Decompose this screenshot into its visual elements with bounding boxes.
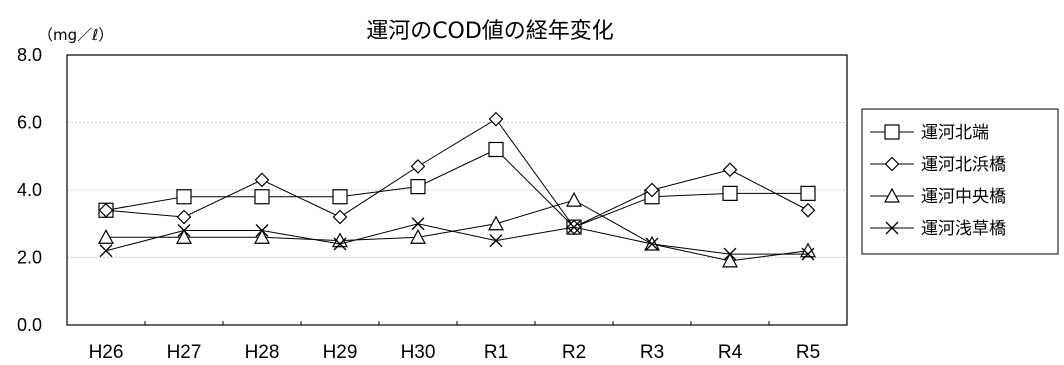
y-tick-label: 6.0	[17, 113, 42, 133]
series-line	[105, 118, 809, 228]
x-tick-label: H29	[323, 342, 358, 363]
data-point	[488, 141, 504, 158]
data-point	[253, 228, 271, 244]
data-point	[177, 224, 191, 237]
data-point	[645, 237, 659, 251]
data-point	[255, 224, 269, 237]
data-point	[332, 189, 348, 205]
y-axis-ticks: 0.0 2.0 4.0 6.0 8.0	[17, 45, 42, 335]
data-point	[99, 244, 113, 258]
legend-item: 運河中央橋	[870, 187, 1006, 207]
x-tick-label: H27	[167, 342, 202, 363]
marker-stroke	[489, 234, 503, 248]
data-point	[411, 217, 425, 231]
series-x	[99, 217, 815, 261]
legend-item: 運河浅草橋	[870, 219, 1006, 239]
data-point	[333, 237, 347, 251]
x-tick-label: R1	[484, 342, 508, 363]
legend-marker	[883, 187, 901, 203]
series-diamond	[98, 111, 816, 235]
data-point	[176, 189, 192, 205]
data-point	[723, 247, 737, 261]
legend-label: 運河北端	[921, 123, 989, 143]
marker-stroke	[99, 244, 113, 258]
data-point	[176, 209, 192, 225]
data-point	[489, 234, 503, 248]
data-point	[565, 191, 583, 207]
series-square	[98, 141, 816, 235]
legend-marker	[885, 221, 899, 235]
x-tick-label: H26	[89, 342, 124, 363]
data-point	[800, 185, 816, 201]
legend-marker	[884, 124, 900, 140]
x-tick-label: R4	[718, 342, 743, 363]
x-tick-label: H30	[401, 342, 436, 363]
y-tick-label: 2.0	[17, 248, 42, 268]
data-point	[488, 111, 504, 127]
legend-marker	[884, 156, 900, 172]
data-point	[254, 189, 270, 205]
chart-title: 運河のCOD値の経年変化	[366, 19, 614, 44]
marker-stroke	[801, 247, 815, 261]
y-tick-label: 0.0	[17, 315, 42, 335]
series-line	[105, 223, 808, 255]
y-tick-label: 4.0	[17, 180, 42, 200]
data-point	[722, 185, 738, 201]
data-point	[410, 179, 426, 195]
series-line	[106, 199, 809, 262]
x-tick-label: H28	[245, 342, 280, 363]
gridlines	[67, 54, 847, 258]
data-point	[175, 228, 193, 244]
data-point	[410, 159, 426, 174]
unit-label: （mg／ℓ）	[38, 26, 113, 44]
marker-stroke	[885, 221, 899, 235]
marker-stroke	[645, 237, 659, 251]
series-group	[97, 111, 817, 268]
data-point	[254, 172, 270, 188]
data-point	[800, 202, 816, 218]
x-axis-ticks: H26 H27 H28 H29 H30 R1 R2 R3 R4 R5	[89, 321, 820, 363]
x-tick-label: R5	[796, 342, 820, 363]
y-tick-label: 8.0	[17, 45, 42, 65]
legend-item: 運河北浜橋	[870, 155, 1006, 175]
series-line	[105, 148, 808, 228]
x-tick-label: R2	[562, 342, 586, 363]
legend-item: 運河北端	[870, 123, 989, 143]
data-point	[409, 228, 427, 244]
marker-stroke	[567, 220, 581, 234]
marker-stroke	[333, 237, 347, 251]
data-point	[487, 215, 505, 231]
legend-label: 運河中央橋	[921, 187, 1006, 207]
legend-label: 運河浅草橋	[921, 219, 1006, 239]
legend-label: 運河北浜橋	[921, 155, 1006, 175]
data-point	[332, 209, 348, 225]
data-point	[801, 247, 815, 261]
data-point	[722, 162, 738, 178]
data-point	[97, 228, 115, 244]
data-point	[98, 202, 114, 218]
x-tick-label: R3	[640, 342, 664, 363]
marker-stroke	[723, 247, 737, 261]
marker-stroke	[255, 224, 269, 237]
marker-stroke	[177, 224, 191, 237]
marker-stroke	[411, 217, 425, 231]
data-point	[644, 182, 660, 198]
data-point	[721, 252, 739, 268]
data-point	[567, 220, 581, 234]
